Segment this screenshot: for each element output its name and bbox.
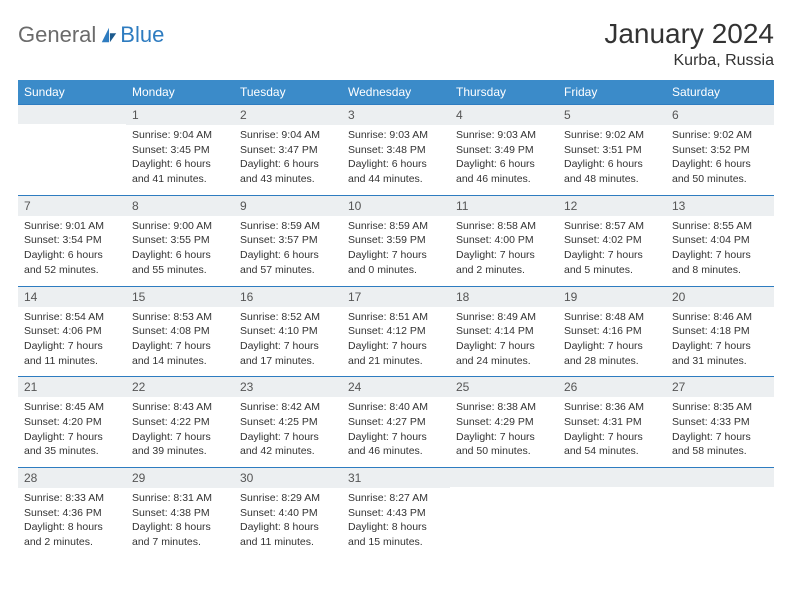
date-number: 6 — [666, 104, 774, 125]
day-header-tue: Tuesday — [234, 80, 342, 104]
day-info: Sunrise: 8:31 AMSunset: 4:38 PMDaylight:… — [126, 488, 234, 558]
date-number: 20 — [666, 286, 774, 307]
header: General Blue January 2024 Kurba, Russia — [18, 18, 774, 70]
calendar-page: General Blue January 2024 Kurba, Russia … — [0, 0, 792, 558]
day-header-mon: Monday — [126, 80, 234, 104]
empty-info — [666, 488, 774, 546]
date-row: 123456 — [18, 104, 774, 125]
calendar-body: 123456Sunrise: 9:04 AMSunset: 3:45 PMDay… — [18, 104, 774, 558]
day-info: Sunrise: 9:02 AMSunset: 3:51 PMDaylight:… — [558, 125, 666, 195]
day-header-sun: Sunday — [18, 80, 126, 104]
info-row: Sunrise: 9:04 AMSunset: 3:45 PMDaylight:… — [18, 125, 774, 195]
day-info: Sunrise: 8:53 AMSunset: 4:08 PMDaylight:… — [126, 307, 234, 377]
day-info: Sunrise: 8:57 AMSunset: 4:02 PMDaylight:… — [558, 216, 666, 286]
day-info: Sunrise: 8:51 AMSunset: 4:12 PMDaylight:… — [342, 307, 450, 377]
empty-info — [558, 488, 666, 546]
day-info: Sunrise: 9:04 AMSunset: 3:47 PMDaylight:… — [234, 125, 342, 195]
info-row: Sunrise: 8:45 AMSunset: 4:20 PMDaylight:… — [18, 397, 774, 467]
calendar-table: Sunday Monday Tuesday Wednesday Thursday… — [18, 80, 774, 558]
day-info: Sunrise: 8:54 AMSunset: 4:06 PMDaylight:… — [18, 307, 126, 377]
logo: General Blue — [18, 18, 164, 48]
day-info: Sunrise: 8:46 AMSunset: 4:18 PMDaylight:… — [666, 307, 774, 377]
day-header-wed: Wednesday — [342, 80, 450, 104]
logo-text-general: General — [18, 22, 96, 48]
day-info: Sunrise: 8:49 AMSunset: 4:14 PMDaylight:… — [450, 307, 558, 377]
date-number: 12 — [558, 195, 666, 216]
date-number: 16 — [234, 286, 342, 307]
info-row: Sunrise: 9:01 AMSunset: 3:54 PMDaylight:… — [18, 216, 774, 286]
date-number: 25 — [450, 376, 558, 397]
day-info: Sunrise: 8:48 AMSunset: 4:16 PMDaylight:… — [558, 307, 666, 377]
date-number: 4 — [450, 104, 558, 125]
date-number: 15 — [126, 286, 234, 307]
day-info: Sunrise: 9:00 AMSunset: 3:55 PMDaylight:… — [126, 216, 234, 286]
day-info: Sunrise: 8:42 AMSunset: 4:25 PMDaylight:… — [234, 397, 342, 467]
day-header-row: Sunday Monday Tuesday Wednesday Thursday… — [18, 80, 774, 104]
date-number: 10 — [342, 195, 450, 216]
day-info: Sunrise: 8:35 AMSunset: 4:33 PMDaylight:… — [666, 397, 774, 467]
date-number: 9 — [234, 195, 342, 216]
date-row: 21222324252627 — [18, 376, 774, 397]
date-number: 3 — [342, 104, 450, 125]
empty-info — [450, 488, 558, 546]
date-number: 23 — [234, 376, 342, 397]
date-number: 11 — [450, 195, 558, 216]
date-number: 8 — [126, 195, 234, 216]
day-header-fri: Friday — [558, 80, 666, 104]
date-number: 31 — [342, 467, 450, 488]
day-info: Sunrise: 8:45 AMSunset: 4:20 PMDaylight:… — [18, 397, 126, 467]
date-number: 7 — [18, 195, 126, 216]
date-row: 14151617181920 — [18, 286, 774, 307]
date-number: 30 — [234, 467, 342, 488]
day-info: Sunrise: 8:59 AMSunset: 3:59 PMDaylight:… — [342, 216, 450, 286]
day-header-sat: Saturday — [666, 80, 774, 104]
day-info: Sunrise: 9:02 AMSunset: 3:52 PMDaylight:… — [666, 125, 774, 195]
day-info: Sunrise: 8:59 AMSunset: 3:57 PMDaylight:… — [234, 216, 342, 286]
day-info: Sunrise: 9:04 AMSunset: 3:45 PMDaylight:… — [126, 125, 234, 195]
day-info: Sunrise: 8:38 AMSunset: 4:29 PMDaylight:… — [450, 397, 558, 467]
title-block: January 2024 Kurba, Russia — [604, 18, 774, 70]
day-info: Sunrise: 8:52 AMSunset: 4:10 PMDaylight:… — [234, 307, 342, 377]
month-title: January 2024 — [604, 18, 774, 50]
day-info: Sunrise: 8:27 AMSunset: 4:43 PMDaylight:… — [342, 488, 450, 558]
day-info: Sunrise: 8:40 AMSunset: 4:27 PMDaylight:… — [342, 397, 450, 467]
date-number: 14 — [18, 286, 126, 307]
date-number: 22 — [126, 376, 234, 397]
day-info: Sunrise: 8:29 AMSunset: 4:40 PMDaylight:… — [234, 488, 342, 558]
logo-text-blue: Blue — [120, 22, 164, 48]
location: Kurba, Russia — [604, 52, 774, 70]
day-info: Sunrise: 8:43 AMSunset: 4:22 PMDaylight:… — [126, 397, 234, 467]
date-row: 28293031 — [18, 467, 774, 488]
date-number: 5 — [558, 104, 666, 125]
empty-info — [18, 125, 126, 183]
date-number: 18 — [450, 286, 558, 307]
day-info: Sunrise: 9:03 AMSunset: 3:48 PMDaylight:… — [342, 125, 450, 195]
date-number: 28 — [18, 467, 126, 488]
date-number: 24 — [342, 376, 450, 397]
day-info: Sunrise: 8:58 AMSunset: 4:00 PMDaylight:… — [450, 216, 558, 286]
info-row: Sunrise: 8:54 AMSunset: 4:06 PMDaylight:… — [18, 307, 774, 377]
info-row: Sunrise: 8:33 AMSunset: 4:36 PMDaylight:… — [18, 488, 774, 558]
date-number: 2 — [234, 104, 342, 125]
date-number: 13 — [666, 195, 774, 216]
date-number: 19 — [558, 286, 666, 307]
empty-date — [18, 104, 126, 124]
day-info: Sunrise: 9:03 AMSunset: 3:49 PMDaylight:… — [450, 125, 558, 195]
date-number: 27 — [666, 376, 774, 397]
empty-date — [666, 467, 774, 487]
date-number: 29 — [126, 467, 234, 488]
day-header-thu: Thursday — [450, 80, 558, 104]
day-info: Sunrise: 8:33 AMSunset: 4:36 PMDaylight:… — [18, 488, 126, 558]
empty-date — [558, 467, 666, 487]
date-row: 78910111213 — [18, 195, 774, 216]
day-info: Sunrise: 9:01 AMSunset: 3:54 PMDaylight:… — [18, 216, 126, 286]
date-number: 21 — [18, 376, 126, 397]
day-info: Sunrise: 8:55 AMSunset: 4:04 PMDaylight:… — [666, 216, 774, 286]
logo-sail-icon — [100, 26, 118, 44]
date-number: 17 — [342, 286, 450, 307]
date-number: 1 — [126, 104, 234, 125]
day-info: Sunrise: 8:36 AMSunset: 4:31 PMDaylight:… — [558, 397, 666, 467]
empty-date — [450, 467, 558, 487]
date-number: 26 — [558, 376, 666, 397]
